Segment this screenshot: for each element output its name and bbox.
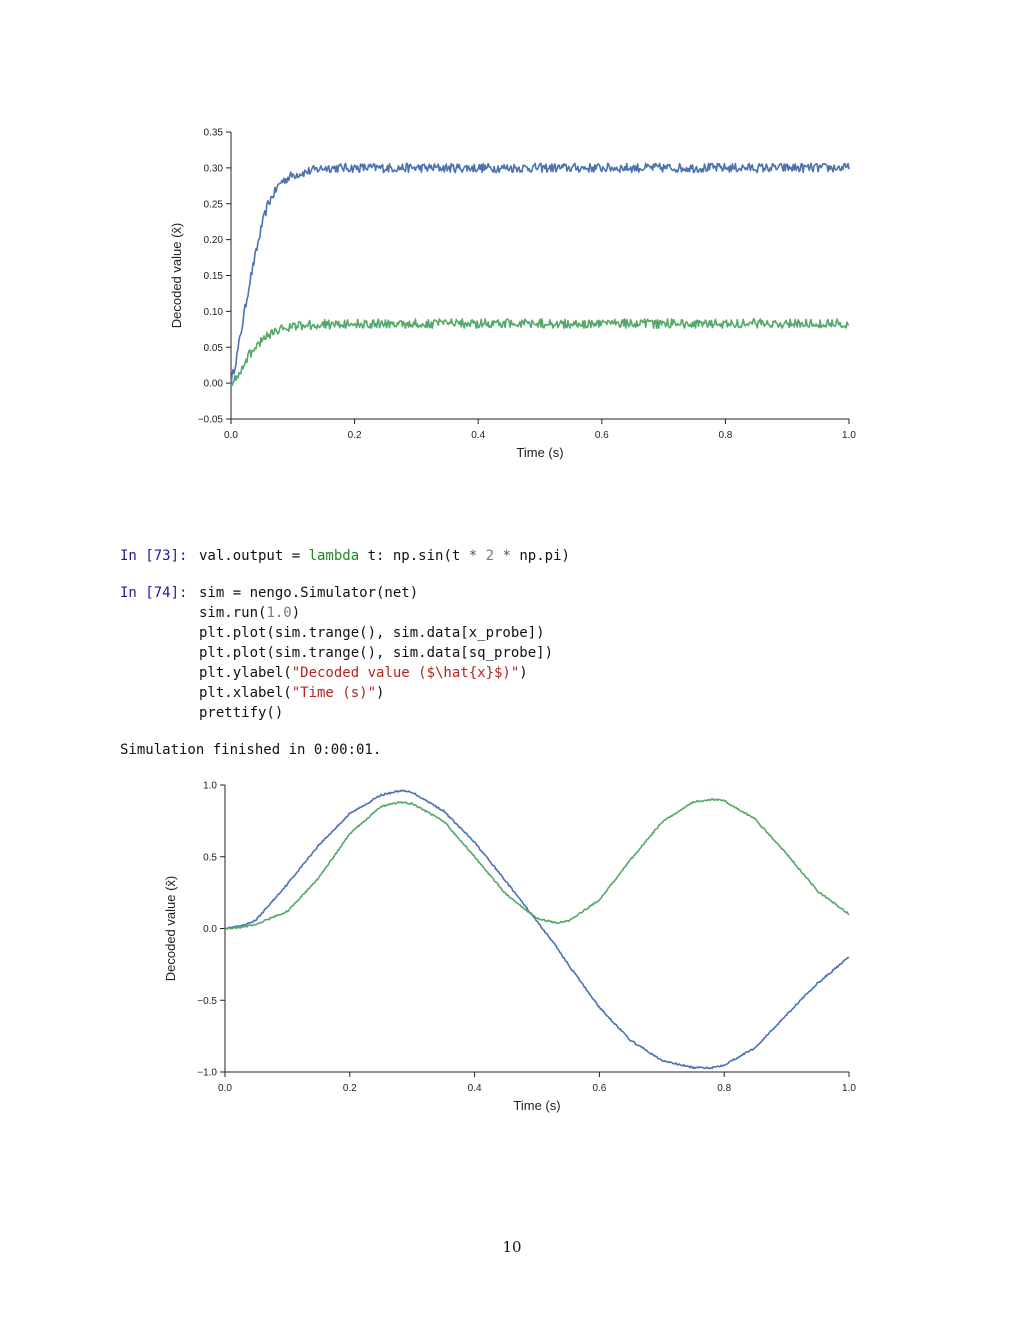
- series-line-2: [230, 318, 850, 388]
- code-line: plt.xlabel("Time (s)"): [199, 685, 385, 701]
- cell-prompt-74: In [74]:: [120, 585, 188, 601]
- code-line: plt.plot(sim.trange(), sim.data[x_probe]…: [199, 625, 545, 641]
- x-tick-label: 0.8: [717, 1083, 731, 1094]
- code-line: plt.plot(sim.trange(), sim.data[sq_probe…: [199, 645, 554, 661]
- series-line-2: [224, 797, 850, 930]
- code-line: sim.run(1.0): [199, 605, 301, 621]
- y-tick-label: 0.00: [204, 379, 224, 390]
- code-line: sim = nengo.Simulator(net): [199, 585, 419, 601]
- cell-output-text: Simulation finished in 0:00:01.: [120, 742, 382, 758]
- y-tick-label: 0.15: [204, 271, 224, 282]
- y-tick-label: −1.0: [197, 1068, 217, 1079]
- x-tick-label: 0.0: [218, 1083, 232, 1094]
- code-line: prettify(): [199, 705, 284, 721]
- y-axis-label: Decoded value (x̂): [163, 876, 178, 982]
- x-tick-label: 1.0: [842, 430, 856, 441]
- y-tick-label: 0.25: [204, 199, 224, 210]
- y-tick-label: 0.20: [204, 235, 224, 246]
- y-tick-label: 1.0: [203, 781, 217, 792]
- x-tick-label: 0.8: [718, 430, 732, 441]
- code-cell-73[interactable]: In [73]: val.output = lambda t: np.sin(t …: [120, 546, 570, 566]
- chart-decoded-value-square: −0.05 0.00 0.05 0.10 0.15 0.20 0.25 0.30 0.35 0.0…: [169, 128, 856, 461]
- chart-decoded-value-sine: −1.0 −0.5 0.0 0.5 1.0 0.0 0.2 0.4 0.6 0.8 1.0 Time …: [163, 781, 856, 1114]
- x-tick-label: 0.4: [471, 430, 485, 441]
- series-line-1: [230, 162, 850, 387]
- page-number: 10: [502, 1238, 522, 1256]
- y-tick-label: −0.05: [198, 415, 224, 426]
- x-tick-label: 0.4: [468, 1083, 482, 1094]
- y-tick-label: 0.35: [204, 128, 224, 139]
- y-tick-label: 0.30: [204, 163, 224, 174]
- y-tick-label: 0.05: [204, 343, 224, 354]
- x-tick-label: 1.0: [842, 1083, 856, 1094]
- code-line: plt.ylabel("Decoded value ($\hat{x}$)"): [199, 665, 528, 681]
- x-tick-label: 0.6: [595, 430, 609, 441]
- x-axis-label: Time (s): [516, 445, 563, 460]
- x-tick-label: 0.2: [343, 1083, 357, 1094]
- series-line-1: [224, 789, 850, 1070]
- cell-prompt-73: In [73]:: [120, 548, 188, 564]
- y-tick-label: 0.5: [203, 852, 217, 863]
- y-tick-label: −0.5: [197, 996, 217, 1007]
- y-tick-label: 0.0: [203, 924, 217, 935]
- y-axis-label: Decoded value (x̂): [169, 223, 184, 329]
- x-tick-label: 0.0: [224, 430, 238, 441]
- x-tick-label: 0.6: [592, 1083, 606, 1094]
- code-line: val.output = lambda t: np.sin(t * 2 * np…: [199, 548, 570, 564]
- code-cell-74[interactable]: In [74]: sim = nengo.Simulator(net) sim.r…: [120, 583, 553, 723]
- x-tick-label: 0.2: [348, 430, 362, 441]
- x-axis-label: Time (s): [513, 1098, 560, 1113]
- y-tick-label: 0.10: [204, 307, 224, 318]
